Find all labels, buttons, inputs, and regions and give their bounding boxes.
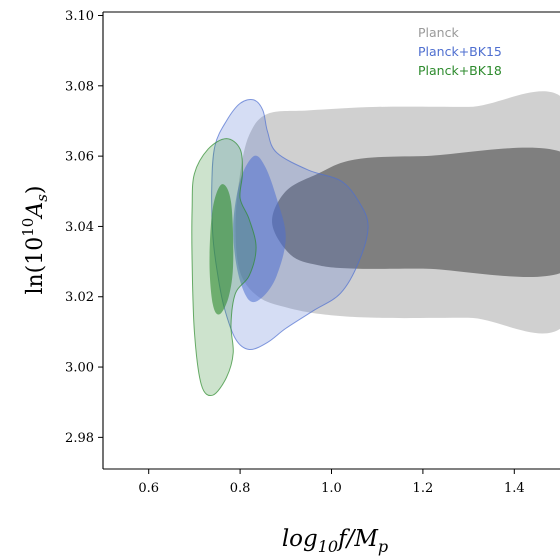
y-axis-title-sup: 10 [19, 218, 37, 237]
legend: Planck Planck+BK15 Planck+BK18 [418, 25, 502, 78]
series-planck-bk18 [191, 138, 257, 396]
contour-layer [191, 91, 560, 396]
y-axis-title-close: ) [23, 185, 48, 194]
x-axis-title-f: f/M [336, 526, 379, 552]
x-tick-label: 1.4 [504, 481, 525, 496]
y-axis-title-ln: ln(10 [23, 237, 48, 295]
x-tick-label: 0.8 [230, 481, 251, 496]
tick-layer: 0.6 0.8 1.0 1.2 1.4 2.98 3.00 3.02 3.04 3.06 3.08 3… [65, 9, 525, 496]
y-tick-label: 3.08 [65, 79, 94, 94]
y-tick-label: 3.04 [65, 220, 94, 235]
x-axis-title-sub-10: 10 [318, 537, 338, 556]
y-tick-label: 3.02 [65, 290, 94, 305]
svg-text:ln(1010As): ln(1010As) [19, 185, 51, 294]
series-planck-bk15 [211, 98, 369, 351]
x-tick-label: 1.2 [413, 481, 434, 496]
y-axis-title-A: A [23, 202, 48, 220]
y-axis-title: ln(1010As) [19, 185, 51, 294]
x-axis-title-sub-p: p [378, 537, 388, 556]
series-planck [235, 91, 560, 334]
contour-1sigma-planck [272, 147, 560, 277]
x-tick-label: 1.0 [321, 481, 342, 496]
legend-item-planck: Planck [418, 25, 459, 40]
y-tick-label: 3.10 [65, 9, 94, 24]
x-axis-title: log10f/Mp [282, 526, 388, 556]
y-tick-label: 2.98 [65, 431, 94, 446]
legend-item-planck-bk15: Planck+BK15 [418, 44, 502, 59]
y-axis-title-sub-s: s [33, 194, 51, 202]
svg-text:log10f/Mp: log10f/Mp [282, 526, 388, 556]
legend-item-planck-bk18: Planck+BK18 [418, 63, 502, 78]
x-axis-title-log: log [282, 526, 318, 552]
y-tick-label: 3.00 [65, 361, 94, 376]
y-tick-label: 3.06 [65, 150, 94, 165]
x-tick-label: 0.6 [138, 481, 159, 496]
contour-1sigma-planck-bk15 [233, 155, 286, 303]
contour-1sigma-planck-bk18 [209, 184, 234, 315]
